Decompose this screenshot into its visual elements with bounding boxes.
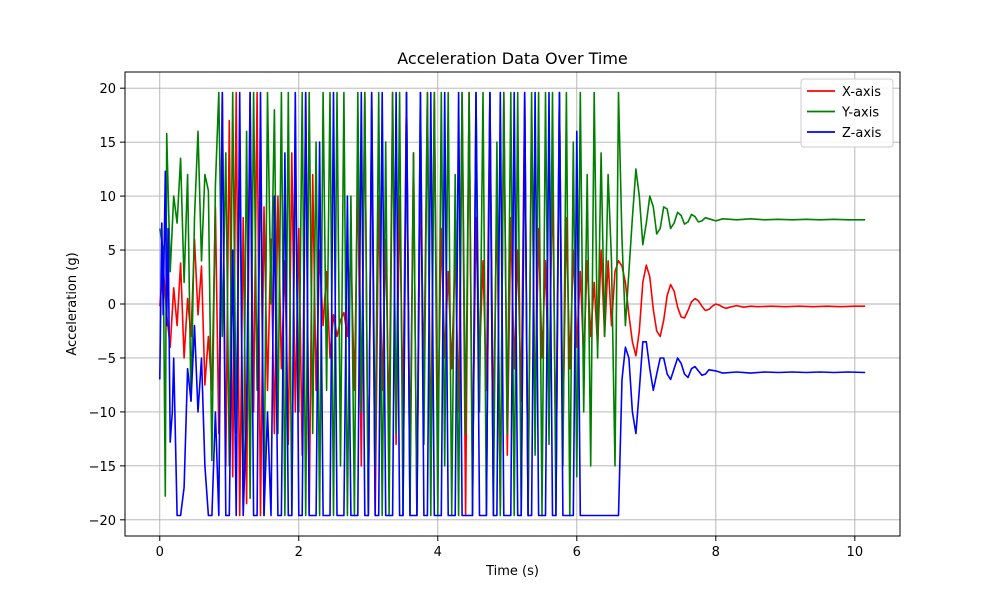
legend-entry-label: Y-axis xyxy=(841,106,879,121)
legend: X-axis Y-axis Z-axis xyxy=(800,78,894,148)
y-tick-label: −10 xyxy=(89,406,116,421)
series-layer xyxy=(159,91,866,517)
y-tick-label: 0 xyxy=(108,298,116,313)
legend-entry-label: X-axis xyxy=(842,85,881,100)
x-axis-label: Time (s) xyxy=(485,564,539,579)
series-line-y-axis xyxy=(159,91,866,517)
y-tick-label: 20 xyxy=(99,82,116,97)
x-axis: 0 2 4 6 8 10 xyxy=(156,536,863,560)
y-tick-label: 5 xyxy=(108,244,116,259)
x-tick-label: 4 xyxy=(434,545,442,560)
y-tick-label: 10 xyxy=(99,190,116,205)
y-tick-label: −20 xyxy=(89,514,116,529)
x-tick-label: 8 xyxy=(712,545,720,560)
series-line-z-axis xyxy=(159,91,866,517)
x-tick-label: 10 xyxy=(847,545,864,560)
y-axis: −20 −15 −10 −5 0 5 10 15 20 xyxy=(89,82,125,529)
legend-box xyxy=(800,78,894,148)
y-tick-label: −15 xyxy=(89,460,116,475)
y-tick-label: −5 xyxy=(97,352,116,367)
chart-title: Acceleration Data Over Time xyxy=(397,49,628,68)
x-tick-label: 6 xyxy=(573,545,581,560)
y-axis-label: Acceleration (g) xyxy=(65,252,80,355)
x-tick-label: 2 xyxy=(295,545,303,560)
y-tick-label: 15 xyxy=(99,136,116,151)
x-tick-label: 0 xyxy=(156,545,164,560)
legend-entry-label: Z-axis xyxy=(842,126,882,141)
